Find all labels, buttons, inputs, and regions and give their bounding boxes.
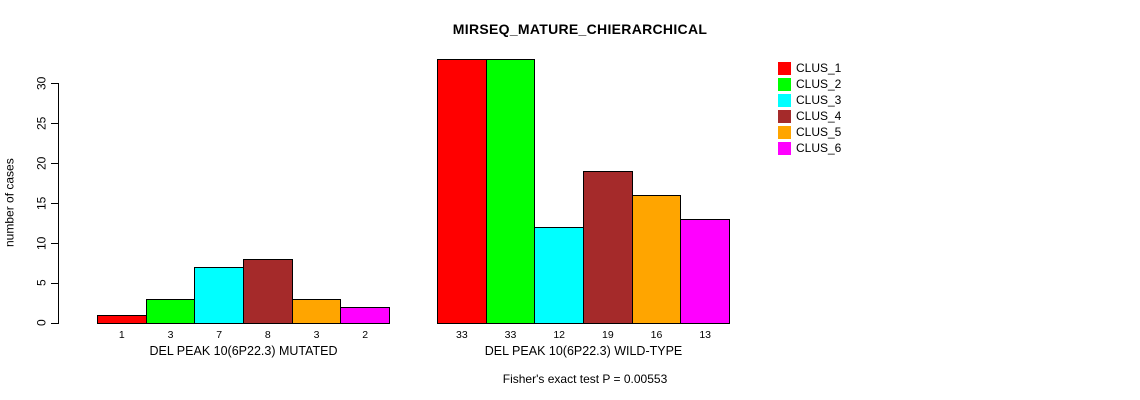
bar-value-label: 12 bbox=[553, 328, 565, 341]
legend-label: CLUS_2 bbox=[796, 77, 842, 91]
annotation-text: Fisher's exact test P = 0.00553 bbox=[502, 372, 668, 386]
legend-label: CLUS_5 bbox=[796, 125, 842, 139]
group-axis-label: DEL PEAK 10(6P22.3) WILD-TYPE bbox=[484, 343, 683, 358]
legend-label: CLUS_3 bbox=[796, 93, 842, 107]
bar-value-label: 1 bbox=[118, 328, 125, 341]
legend-swatch bbox=[778, 94, 791, 107]
bar-value-label: 16 bbox=[650, 328, 663, 341]
bar-value-label: 33 bbox=[504, 328, 517, 341]
y-tick bbox=[51, 322, 58, 324]
y-tick bbox=[51, 122, 58, 124]
bar bbox=[194, 266, 244, 324]
legend-swatch bbox=[778, 78, 791, 91]
bar bbox=[291, 298, 342, 324]
legend-swatch bbox=[778, 110, 791, 123]
group-axis-label: DEL PEAK 10(6P22.3) MUTATED bbox=[149, 343, 338, 358]
y-axis-line bbox=[58, 82, 59, 324]
bar-value-label: 7 bbox=[216, 328, 223, 341]
bar-value-label: 3 bbox=[313, 328, 320, 341]
bar-value-label: 19 bbox=[601, 328, 614, 341]
legend-label: CLUS_4 bbox=[796, 109, 842, 123]
bar-value-label: 13 bbox=[699, 328, 712, 341]
chart-title: MIRSEQ_MATURE_CHIERARCHICAL bbox=[452, 21, 708, 37]
bar bbox=[340, 306, 390, 324]
y-tick bbox=[51, 82, 58, 84]
y-tick bbox=[51, 242, 58, 244]
y-tick bbox=[51, 202, 58, 204]
bar bbox=[243, 258, 293, 324]
legend-swatch bbox=[778, 62, 791, 75]
bar bbox=[680, 218, 730, 324]
bar-value-label: 8 bbox=[264, 328, 271, 341]
bar bbox=[485, 58, 536, 324]
bar-value-label: 2 bbox=[362, 328, 369, 341]
y-tick bbox=[51, 282, 58, 284]
legend-swatch bbox=[778, 142, 791, 155]
legend-label: CLUS_6 bbox=[796, 141, 842, 155]
y-tick bbox=[51, 162, 58, 164]
legend-label: CLUS_1 bbox=[796, 61, 842, 75]
bar-value-label: 3 bbox=[167, 328, 174, 341]
legend-swatch bbox=[778, 126, 791, 139]
bar-value-label: 33 bbox=[455, 328, 468, 341]
